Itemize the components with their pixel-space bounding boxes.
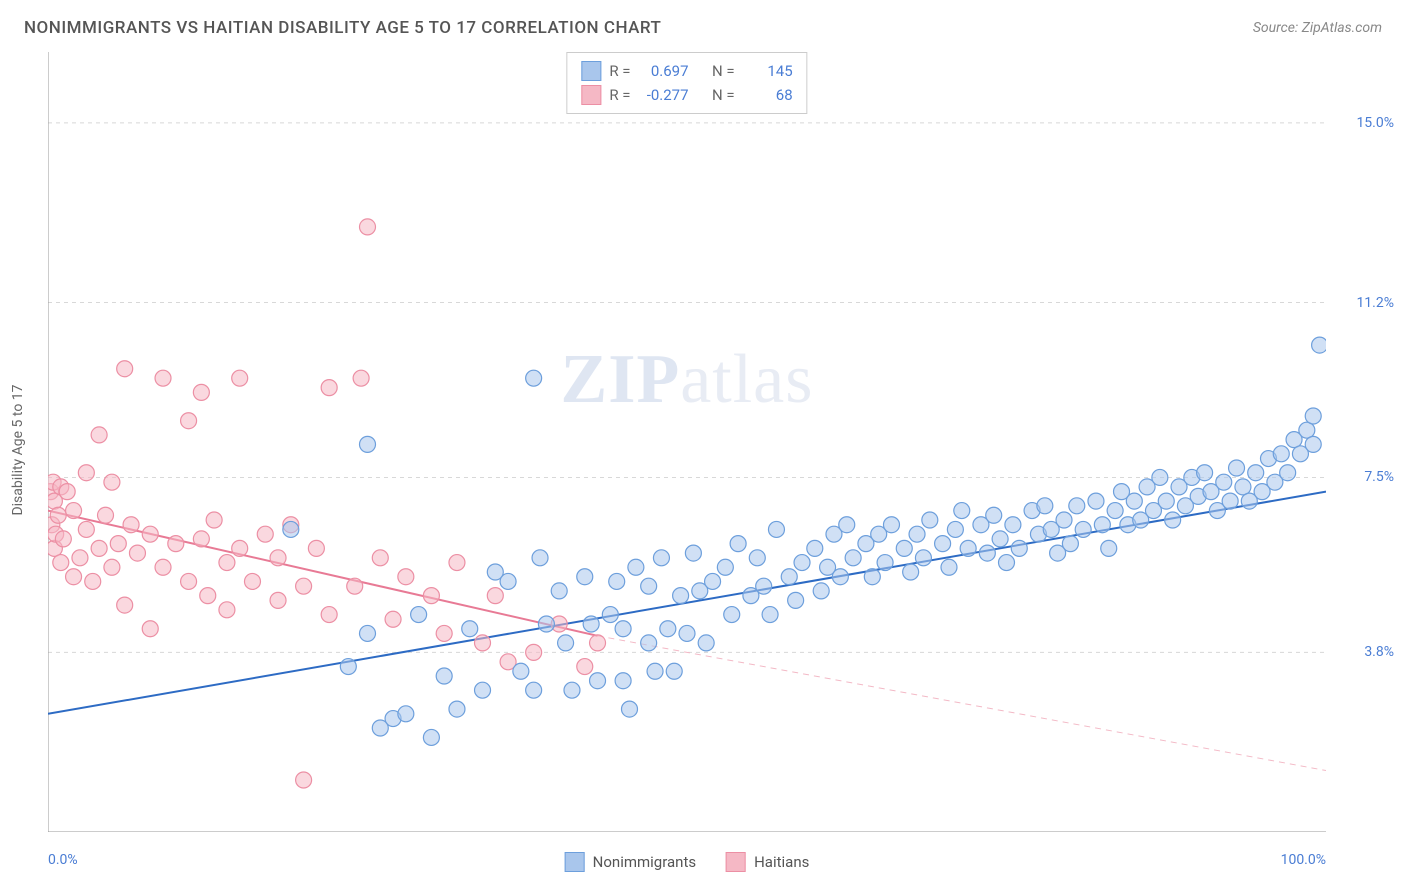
n-value-haitians: 68 (743, 83, 793, 107)
swatch-nonimmigrants (581, 61, 601, 81)
source-attribution: Source: ZipAtlas.com (1253, 20, 1382, 36)
legend-row-haitians: R = -0.277 N = 68 (581, 83, 792, 107)
y-tick-label: 3.8% (1364, 644, 1394, 660)
swatch-nonimmigrants-icon (565, 852, 585, 872)
correlation-legend: R = 0.697 N = 145 R = -0.277 N = 68 (566, 52, 807, 114)
y-axis-label: Disability Age 5 to 17 (10, 384, 26, 515)
swatch-haitians (581, 85, 601, 105)
scatter-plot (48, 52, 1326, 832)
legend-item-haitians: Haitians (726, 852, 809, 872)
legend-item-nonimmigrants: Nonimmigrants (565, 852, 696, 872)
r-value-nonimmigrants: 0.697 (639, 59, 689, 83)
x-tick-label: 0.0% (48, 852, 78, 868)
n-value-nonimmigrants: 145 (743, 59, 793, 83)
r-value-haitians: -0.277 (639, 83, 689, 107)
y-tick-label: 11.2% (1356, 295, 1394, 311)
legend-row-nonimmigrants: R = 0.697 N = 145 (581, 59, 792, 83)
chart-area: ZIPatlas Disability Age 5 to 17 R = 0.69… (48, 52, 1326, 832)
legend-label: Haitians (754, 853, 809, 871)
swatch-haitians-icon (726, 852, 746, 872)
series-legend: Nonimmigrants Haitians (565, 852, 810, 872)
legend-label: Nonimmigrants (593, 853, 696, 871)
y-tick-label: 15.0% (1356, 115, 1394, 131)
chart-title: NONIMMIGRANTS VS HAITIAN DISABILITY AGE … (24, 18, 661, 38)
x-tick-label: 100.0% (1281, 852, 1326, 868)
y-tick-label: 7.5% (1364, 469, 1394, 485)
